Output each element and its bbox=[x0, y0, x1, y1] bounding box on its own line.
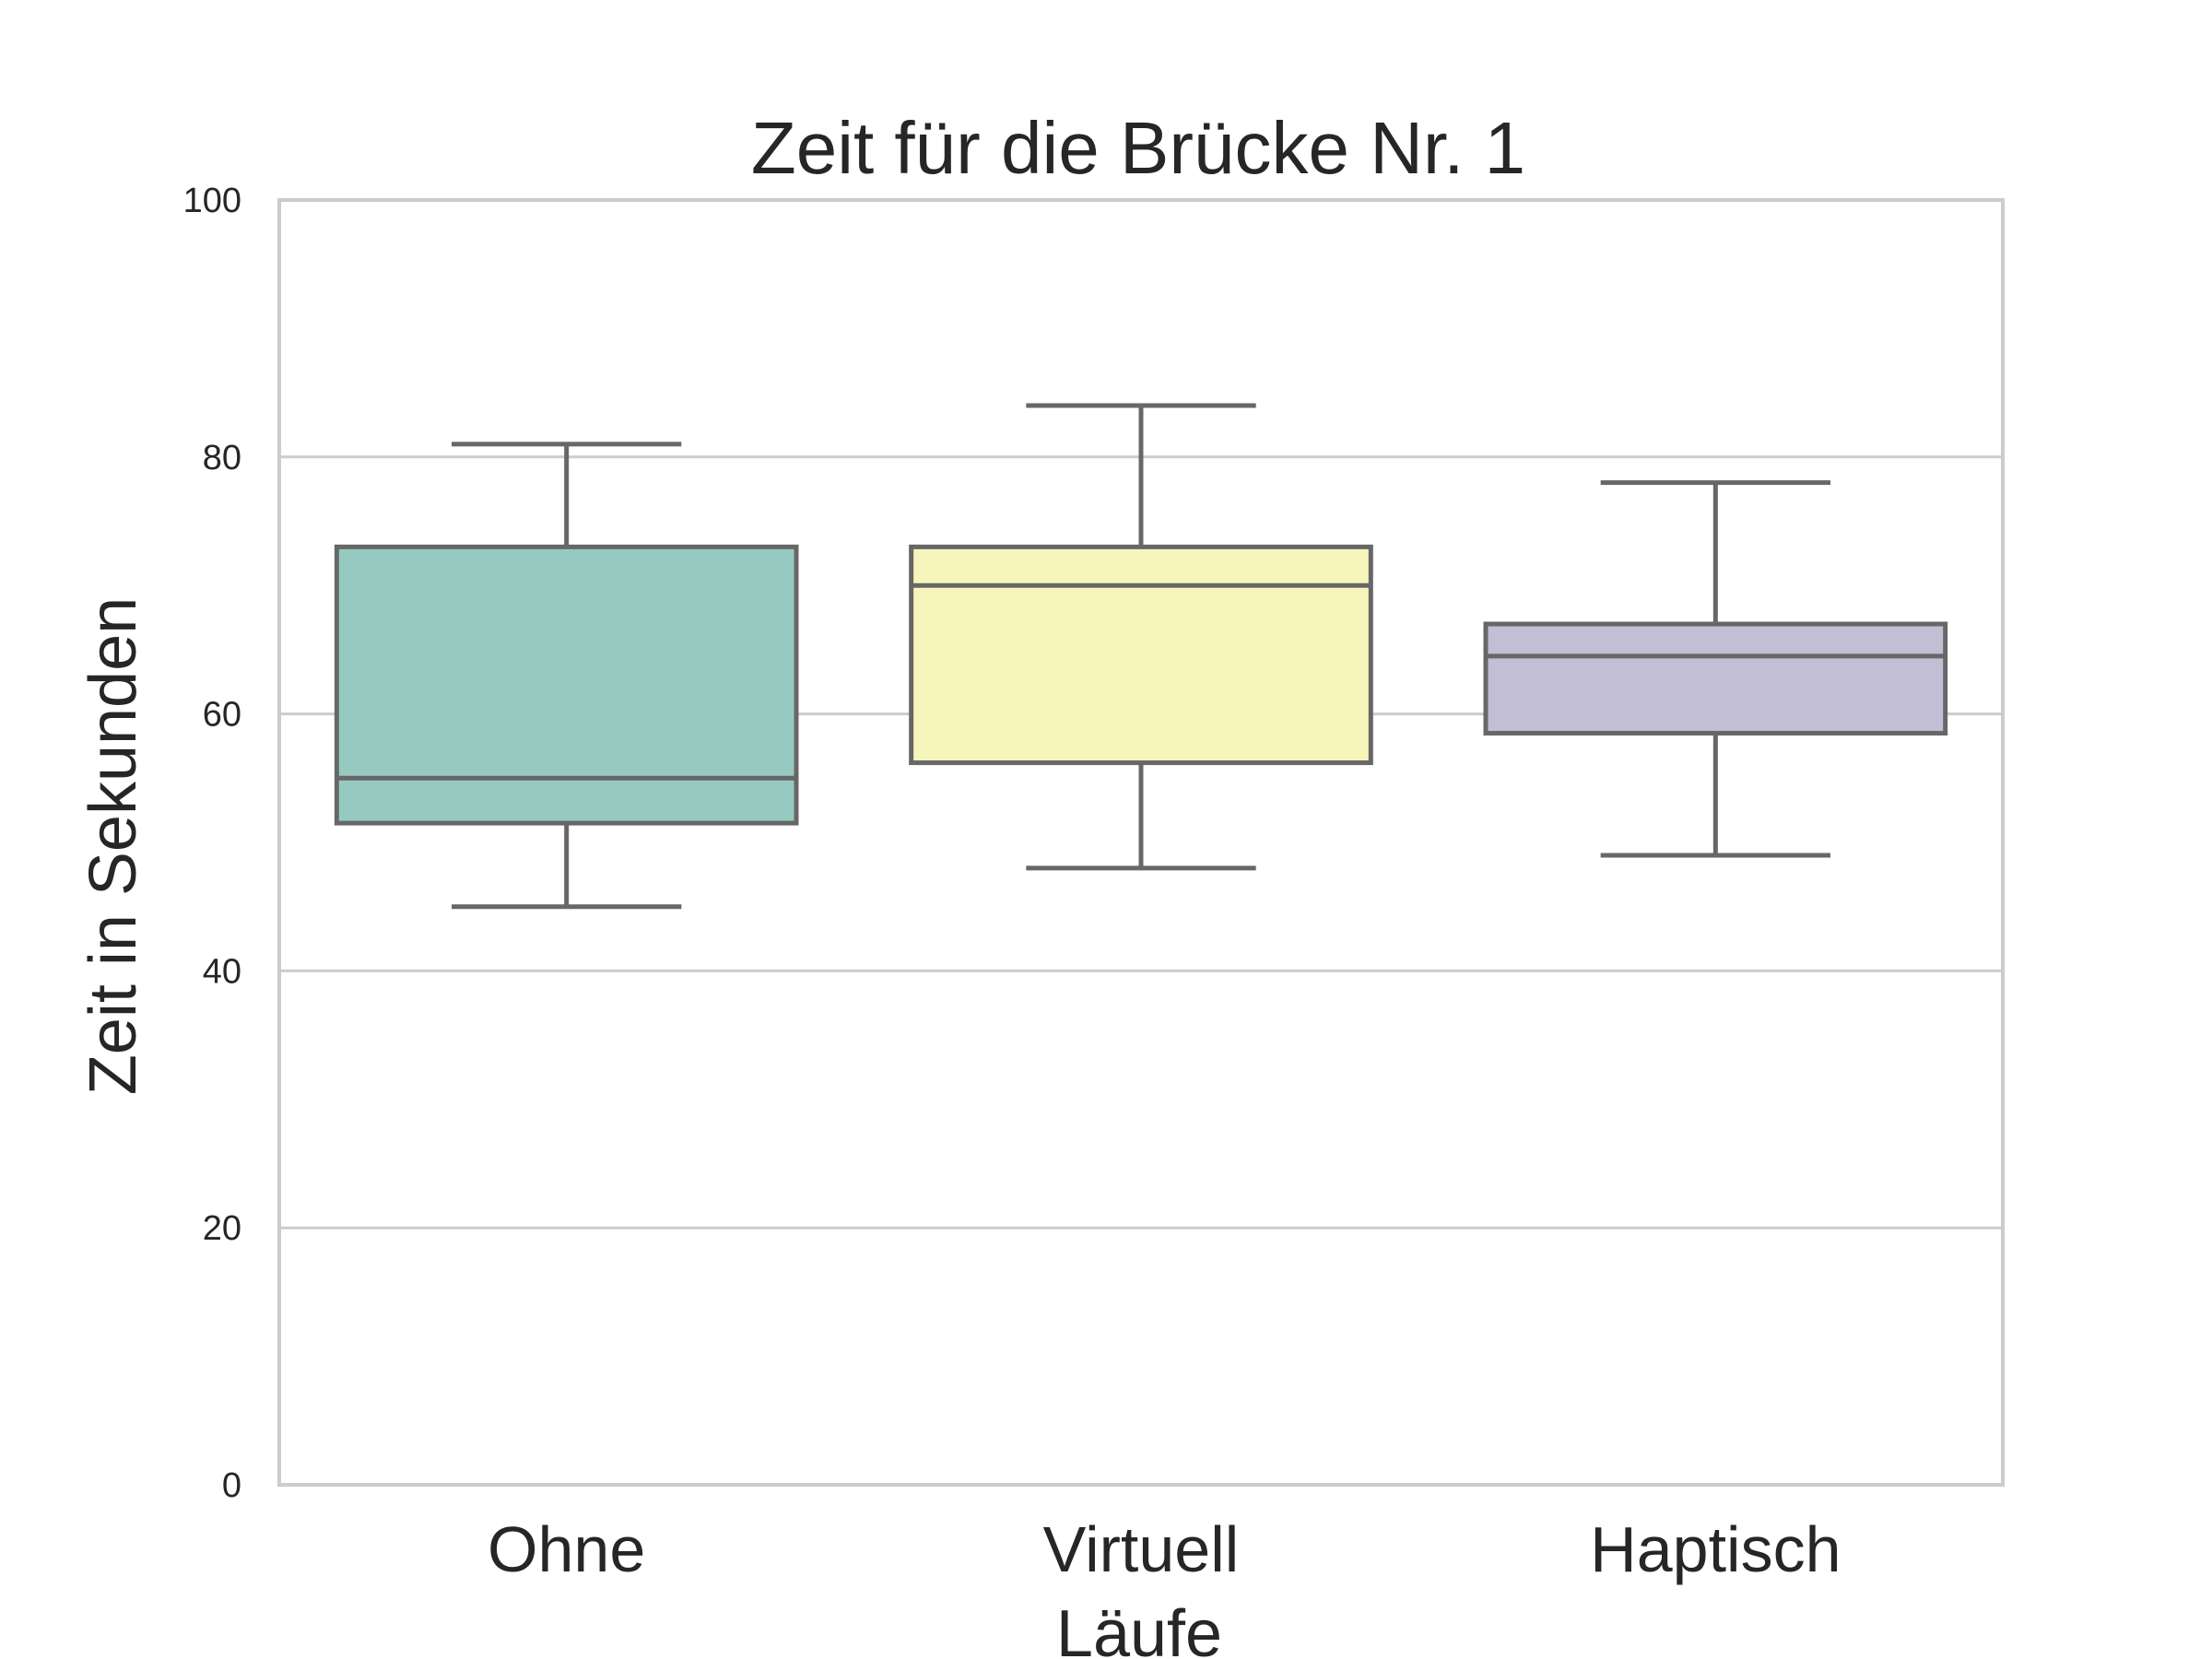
y-axis-label: Zeit in Sekunden bbox=[76, 597, 150, 1095]
x-tick-label: Ohne bbox=[488, 1513, 645, 1585]
box-iqr bbox=[909, 544, 1373, 766]
chart-title: Zeit für die Brücke Nr. 1 bbox=[751, 107, 1525, 189]
box-iqr bbox=[1483, 621, 1948, 736]
y-tick-label: 40 bbox=[203, 952, 241, 991]
x-axis-label: Läufe bbox=[1056, 1597, 1222, 1659]
x-tick-label: Virtuell bbox=[1043, 1513, 1240, 1585]
y-tick-label: 60 bbox=[203, 696, 241, 735]
y-tick-label: 80 bbox=[203, 439, 241, 477]
box-iqr bbox=[334, 544, 799, 826]
box-ohne bbox=[334, 441, 799, 910]
y-tick-label: 100 bbox=[183, 182, 241, 220]
plot-frame bbox=[277, 198, 2005, 1487]
box-virtuell bbox=[909, 403, 1373, 871]
y-tick-label: 0 bbox=[222, 1466, 241, 1505]
box-series bbox=[334, 403, 1948, 910]
box-haptisch bbox=[1483, 480, 1948, 858]
y-axis-ticks: 0 20 40 60 80 100 bbox=[183, 182, 241, 1505]
y-tick-label: 20 bbox=[203, 1209, 241, 1248]
x-tick-label: Haptisch bbox=[1590, 1513, 1841, 1585]
x-axis-ticks: Ohne Virtuell Haptisch bbox=[488, 1513, 1841, 1585]
